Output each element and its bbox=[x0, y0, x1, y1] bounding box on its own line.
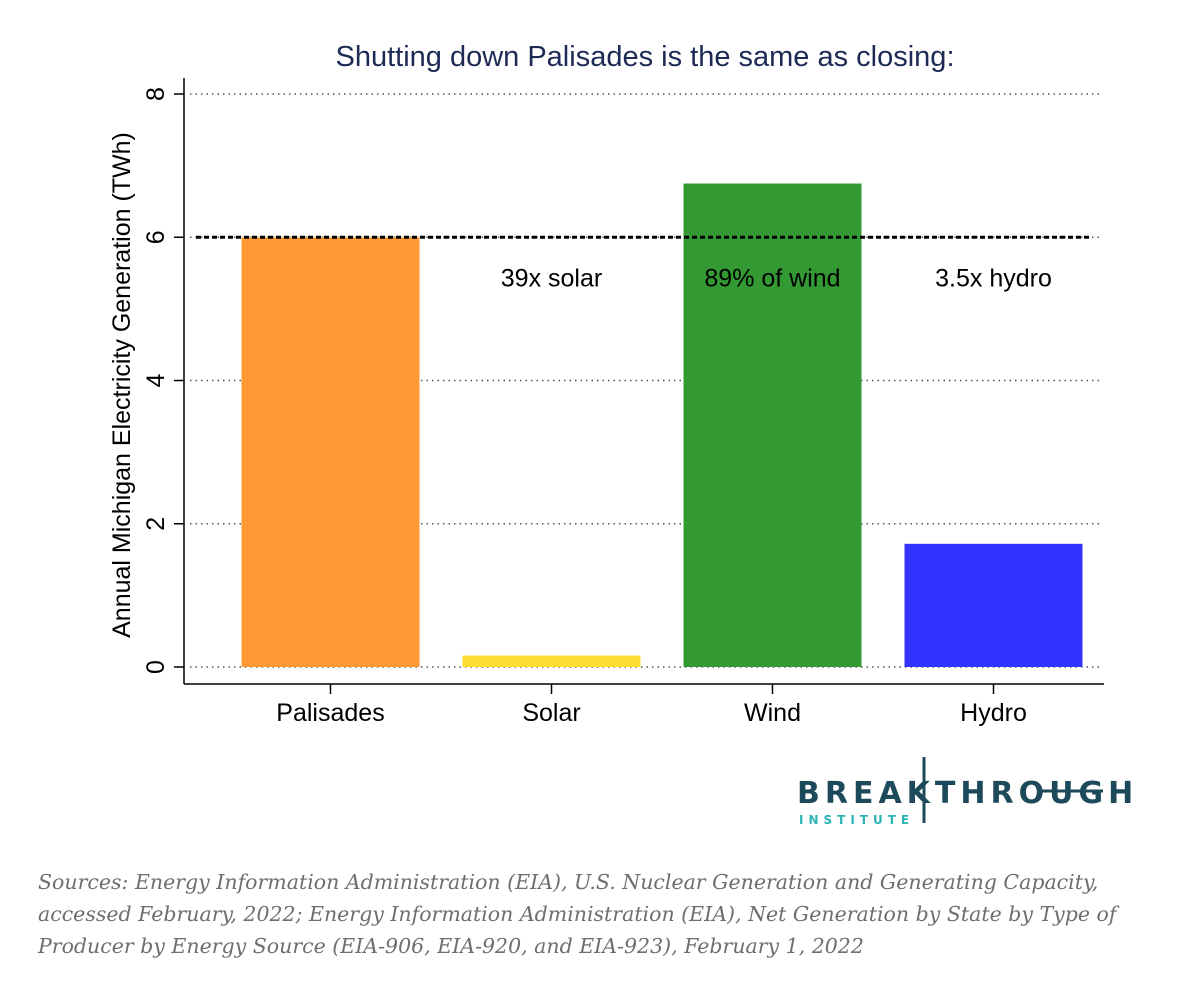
bar-hydro bbox=[904, 543, 1083, 667]
annotation: 89% of wind bbox=[704, 265, 840, 293]
bars bbox=[241, 183, 1083, 667]
y-tick-label: 2 bbox=[142, 517, 170, 531]
bar-wind bbox=[683, 183, 862, 667]
logo-subtitle: INSTITUTE bbox=[799, 813, 914, 827]
axes bbox=[174, 78, 1104, 694]
sources-note: Sources: Energy Information Administrati… bbox=[38, 870, 1117, 958]
y-axis-label: Annual Michigan Electricity Generation (… bbox=[108, 132, 136, 638]
y-tick-label: 4 bbox=[142, 373, 170, 387]
annotation: 3.5x hydro bbox=[935, 265, 1052, 293]
labels: 0 2 4 6 8 Palisades Solar Wind Hydro 39x solar 89%… bbox=[142, 87, 1052, 727]
chart-title: Shutting down Palisades is the same as c… bbox=[335, 41, 954, 73]
breakthrough-logo: BREAKTHROUGH INSTITUTE bbox=[797, 757, 1138, 827]
x-tick-label: Hydro bbox=[960, 699, 1027, 727]
x-tick-label: Solar bbox=[522, 699, 580, 727]
x-tick-label: Wind bbox=[744, 699, 801, 727]
y-tick-label: 8 bbox=[142, 87, 170, 101]
bar-palisades bbox=[241, 237, 420, 667]
y-tick-label: 0 bbox=[142, 660, 170, 674]
logo-wordmark: BREAKTHROUGH bbox=[797, 776, 1138, 811]
annotation: 39x solar bbox=[501, 265, 602, 293]
x-tick-label: Palisades bbox=[276, 699, 384, 727]
y-tick-label: 6 bbox=[142, 230, 170, 244]
bar-solar bbox=[462, 655, 641, 667]
